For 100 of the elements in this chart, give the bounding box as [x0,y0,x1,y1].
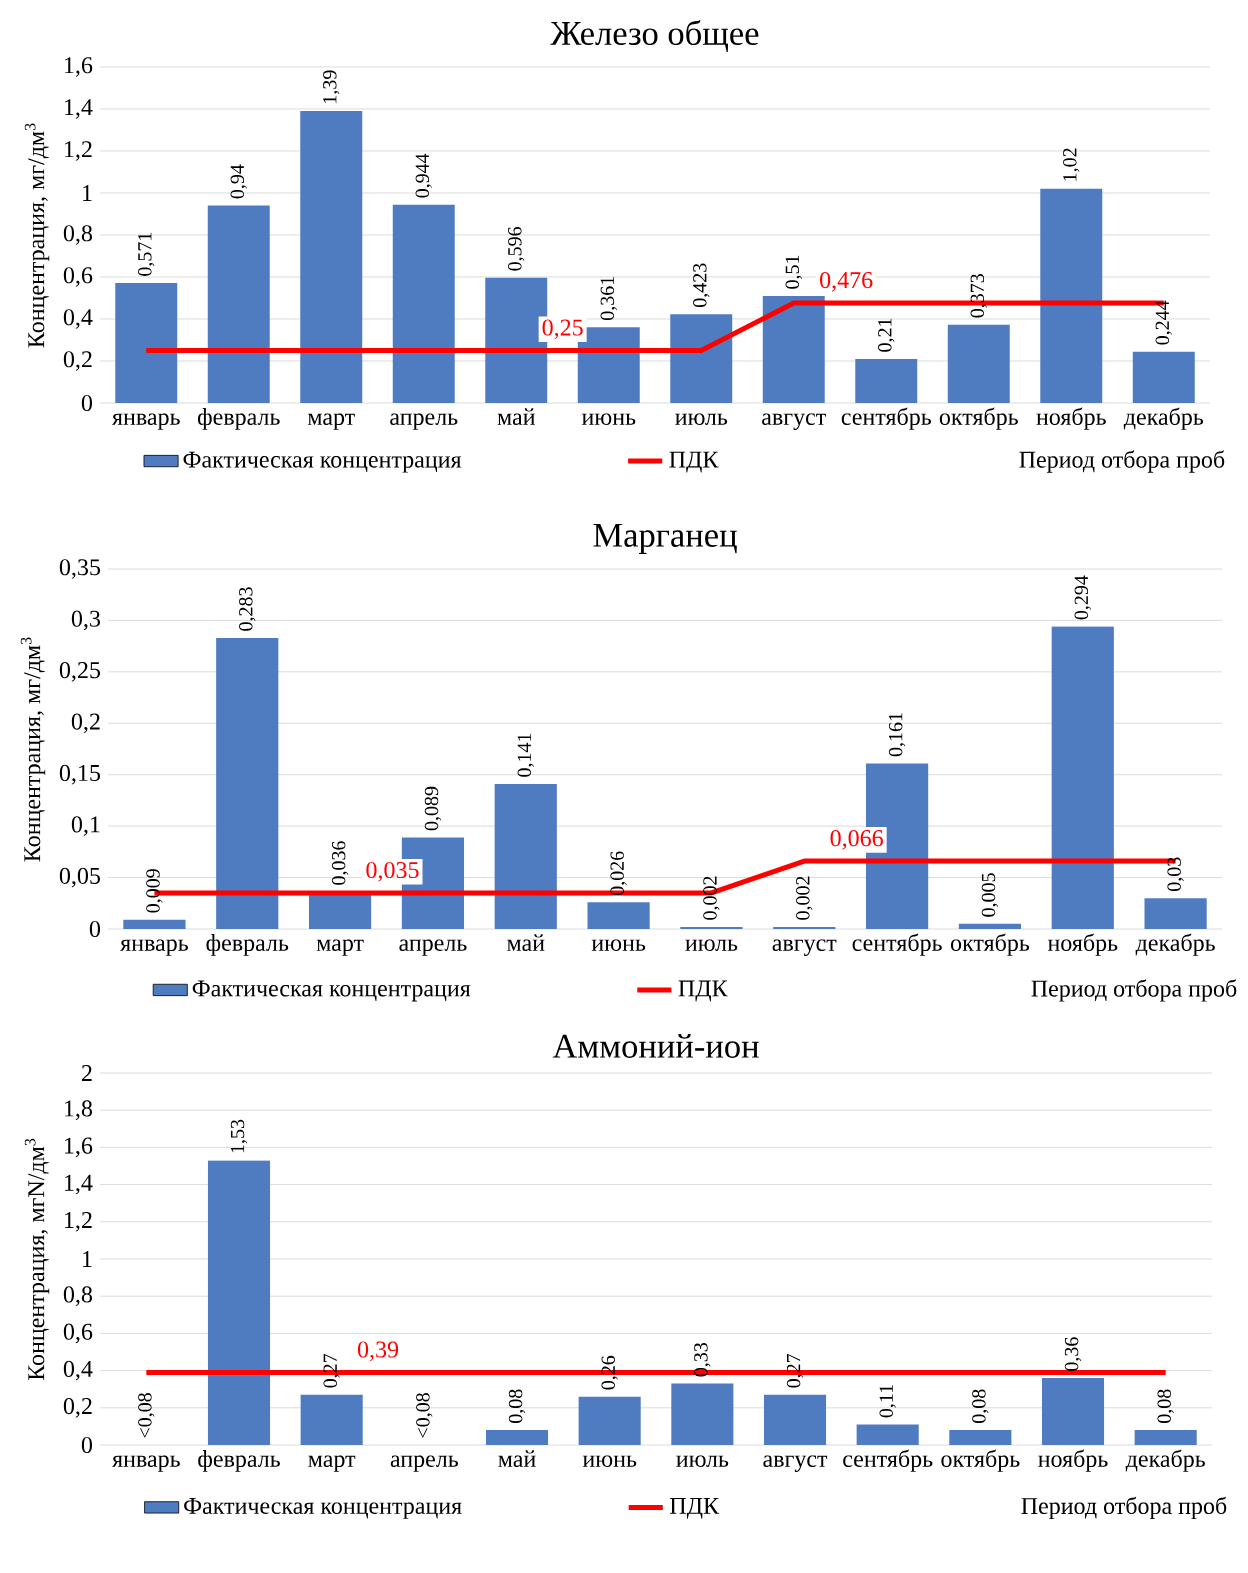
bar [680,926,743,929]
y-tick-label: 0,25 [59,662,101,682]
y-tick-label: 1,6 [65,57,93,77]
data-label: 0,283 [239,587,256,631]
data-label: 0,94 [230,164,247,199]
data-label: 0,161 [888,713,906,757]
x-tick-label: ноябрь [1038,1449,1108,1472]
y-tick-label: 0,8 [63,1286,93,1307]
y-tick-label: 1,2 [65,141,92,161]
bar [763,1394,827,1445]
x-tick-label: август [772,939,837,956]
x-tick-label: ноябрь [1036,407,1106,430]
data-label: 0,08 [1157,1389,1174,1423]
x-tick-label: октябрь [939,407,1018,430]
data-label: 0,596 [508,227,525,271]
y-tick-label: 0,15 [59,764,101,785]
data-label: 0,066 [830,830,883,850]
bar [949,1430,1012,1445]
data-label: 0,21 [878,318,895,352]
y-axis-title: Концентрация, мг/дм$^{3}$ [20,637,46,862]
data-label: 0,39 [357,1341,399,1362]
y-tick-label: 0 [81,1436,93,1454]
y-axis-title: Концентрация, мг/дм$^{3}$ [24,123,50,348]
x-tick-label: сентябрь [852,933,942,956]
x-axis-title: Период отбора проб [1031,979,1237,1002]
x-tick-label: май [507,934,545,951]
y-tick-label: 0,4 [63,1360,93,1381]
y-tick-label: 1 [83,185,92,201]
y-tick-label: 0 [81,394,93,412]
bar [1144,898,1207,929]
y-tick-label: 0,8 [63,225,93,245]
x-tick-label: январь [112,1455,180,1472]
y-tick-label: 0,6 [63,1323,93,1344]
data-label: 0,33 [694,1343,711,1377]
bar [300,1394,363,1445]
bar [670,314,733,403]
data-label: 0,005 [981,873,999,917]
legend-label: Фактическая концентрация [184,1498,462,1519]
x-tick-label: декабрь [1123,407,1204,430]
x-tick-label: май [498,1450,536,1467]
data-label: 0,035 [366,861,419,882]
data-label: 0,009 [146,869,163,913]
bar [856,1424,919,1445]
data-label: 0,244 [1155,300,1172,345]
x-tick-label: июль [675,413,728,425]
x-tick-label: март [307,413,355,430]
data-label: 0,361 [600,276,617,321]
legend-label: Фактическая концентрация [192,980,471,1002]
legend-label: Фактическая концентрация [183,451,462,473]
x-tick-label: июнь [581,413,636,425]
y-tick-label: 0,6 [63,267,93,287]
data-label: 0,51 [785,255,802,289]
x-tick-label: июнь [582,1455,637,1467]
x-tick-label: декабрь [1135,933,1215,956]
data-label: 1,02 [1063,148,1080,181]
x-tick-label: февраль [197,408,280,430]
x-tick-label: май [497,408,535,425]
data-label: 0,141 [517,733,534,777]
data-label: 0,089 [424,786,442,831]
x-tick-label: июнь [591,939,646,951]
bar [855,358,918,403]
data-label: 0,002 [796,876,813,920]
data-label: 0,026 [610,851,627,896]
bar [207,1160,271,1445]
x-tick-label: апрель [390,1455,458,1472]
y-axis-title: Концентрация, мгN/дм$^{3}$ [24,1138,50,1381]
y-tick-label: 1 [83,1251,92,1267]
data-label: 0,27 [786,1353,804,1388]
bar [958,923,1022,929]
data-label: 0,944 [415,153,432,198]
data-label: 0,294 [1074,575,1091,620]
x-tick-label: август [763,1455,828,1472]
y-tick-label: 0,35 [59,559,101,579]
legend-label: ПДК [669,451,719,473]
bar [115,283,178,403]
chart-title: Железо общее [550,19,759,52]
bar [207,205,270,403]
bar [1040,188,1103,403]
data-label: 0,476 [820,271,873,292]
y-tick-label: 0,4 [63,309,93,329]
y-tick-label: 0 [89,920,101,938]
bar [947,324,1010,403]
data-label: 0,571 [138,232,155,276]
bar [123,919,186,929]
bar [1041,1378,1105,1445]
chart-title: Марганец [593,523,737,554]
y-tick-label: 0,1 [71,816,100,836]
chart-title: Аммоний-ион [552,1033,759,1058]
x-tick-label: сентябрь [841,407,931,430]
bar [773,926,836,929]
y-tick-label: 0,3 [71,610,101,631]
data-label: 0,11 [879,1385,896,1418]
bar [587,902,650,929]
bar [485,1430,549,1445]
bar [494,783,557,929]
bar [1134,1430,1197,1445]
bar [762,295,825,403]
x-tick-label: февраль [198,1450,280,1472]
bar [300,111,363,403]
data-label: 0,27 [323,1353,340,1388]
